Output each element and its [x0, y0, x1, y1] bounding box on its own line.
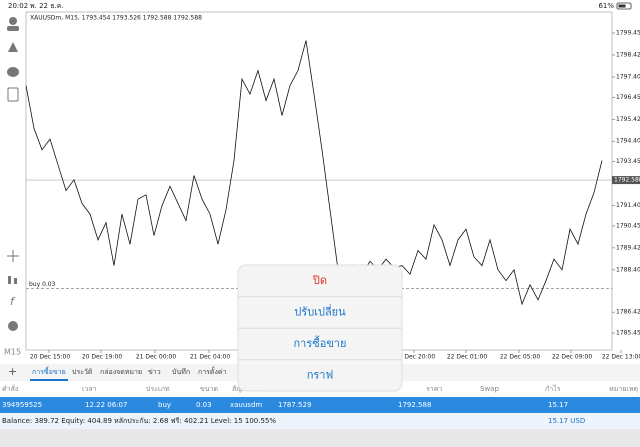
- trade-icon[interactable]: [8, 42, 18, 52]
- position-cell: 0.03: [196, 401, 212, 409]
- status-time: 20:02: [8, 2, 28, 10]
- price-line: [25, 40, 603, 306]
- balance-text: Balance: 389.72 Equity: 404.89 หลักประกั…: [2, 417, 276, 425]
- x-tick-label: 22 Dec 09:00: [552, 354, 593, 361]
- y-tick-label: 1799.450: [616, 30, 640, 37]
- tab[interactable]: การตั้งค่า: [198, 365, 227, 376]
- menu-item[interactable]: ปรับเปลี่ยน: [294, 304, 346, 319]
- y-tick-label: 1786.425: [616, 309, 640, 316]
- position-row[interactable]: [0, 397, 640, 413]
- y-tick-label: 1790.450: [616, 222, 640, 229]
- battery-icon: [616, 2, 632, 10]
- chart-header: XAUUSDm, M15, 1793.454 1793.526 1792.588…: [30, 15, 202, 22]
- y-tick-label: 1788.400: [616, 266, 640, 273]
- bottom-bar: [0, 429, 640, 447]
- y-tick-label: 1789.425: [616, 244, 640, 251]
- chat-icon[interactable]: [7, 67, 19, 77]
- indicator-icon[interactable]: [8, 276, 11, 284]
- x-tick-label: 20 Dec 15:00: [30, 354, 71, 361]
- current-price-label: 1792.588: [614, 177, 640, 184]
- position-cell: 1787.529: [278, 401, 311, 409]
- x-tick-label: 21 Dec 00:00: [136, 354, 177, 361]
- balance-bar: [0, 413, 640, 429]
- status-date: พ. 22 ธ.ค.: [30, 2, 64, 10]
- y-tick-label: 1795.425: [616, 116, 640, 123]
- column-header: Swap: [480, 385, 499, 393]
- timeframe[interactable]: M15: [4, 348, 21, 357]
- position-cell: 1792.588: [398, 401, 431, 409]
- column-header: หมายเหตุ: [609, 385, 638, 393]
- account-icon[interactable]: [7, 26, 19, 31]
- function-icon[interactable]: f: [10, 295, 16, 308]
- column-header: ประเภท: [146, 385, 170, 393]
- current-price-box: [612, 176, 640, 185]
- x-tick-label: 22 Dec 20:00: [395, 354, 436, 361]
- x-tick-label: 20 Dec 19:00: [82, 354, 123, 361]
- position-cell: 15.17: [548, 401, 568, 409]
- column-header: ราคา: [426, 385, 442, 393]
- position-cell: buy: [158, 401, 171, 409]
- column-header: ขนาด: [200, 385, 218, 393]
- toolbar: f: [7, 17, 19, 331]
- y-tick-label: 1798.425: [616, 51, 640, 58]
- x-tick-label: 21 Dec 04:00: [190, 354, 231, 361]
- column-header: กำไร: [545, 384, 561, 393]
- menu-item[interactable]: การซื้อขาย: [294, 335, 347, 350]
- x-tick-label: 22 Dec 01:00: [447, 354, 488, 361]
- total-profit: 15.17 USD: [548, 417, 585, 425]
- y-tick-label: 1785.450: [616, 330, 640, 337]
- battery-level: 61%: [598, 2, 614, 10]
- x-tick-label: 22 Dec 13:00: [602, 354, 640, 361]
- column-header: คำสั่ง: [2, 384, 18, 393]
- add-tab[interactable]: +: [8, 365, 17, 378]
- account-icon[interactable]: [9, 17, 17, 25]
- y-tick-label: 1793.450: [616, 158, 640, 165]
- battery-fill: [618, 4, 626, 8]
- crosshair-icon[interactable]: [7, 250, 19, 262]
- y-tick-label: 1794.400: [616, 138, 640, 145]
- column-header: เวลา: [82, 385, 97, 393]
- menu-item[interactable]: ปิด: [312, 274, 327, 287]
- menu-item[interactable]: กราฟ: [307, 369, 334, 382]
- order-label: buy 0.03: [29, 281, 56, 288]
- y-tick-label: 1797.400: [616, 73, 640, 80]
- x-tick-label: 22 Dec 05:00: [500, 354, 541, 361]
- position-cell: 12.22 06:07: [85, 401, 127, 409]
- active-tab-indicator: [30, 379, 68, 381]
- tab[interactable]: กล่องจดหมาย: [100, 368, 142, 376]
- position-cell: xauusdm: [230, 401, 262, 409]
- y-tick-label: 1796.450: [616, 94, 640, 101]
- indicator-icon[interactable]: [14, 278, 17, 284]
- tab[interactable]: ข่าว: [148, 368, 161, 376]
- position-cells: 394959525 12.22 06:07 buy 0.03 xauusdm 1787.5…: [2, 401, 568, 409]
- position-cell: 394959525: [2, 401, 42, 409]
- chart: 1799.450 1798.425 1797.400 1796.450 1795.425…: [25, 30, 640, 361]
- new-order-icon[interactable]: [7, 87, 19, 102]
- tab[interactable]: ประวัติ: [72, 368, 93, 376]
- tabs: การซื้อขาย ประวัติ กล่องจดหมาย ข่าว บันทึก กา…: [30, 365, 227, 381]
- tab[interactable]: การซื้อขาย: [32, 365, 66, 376]
- y-tick-label: 1791.400: [616, 202, 640, 209]
- tab[interactable]: บันทึก: [172, 367, 190, 376]
- objects-icon[interactable]: [8, 321, 18, 331]
